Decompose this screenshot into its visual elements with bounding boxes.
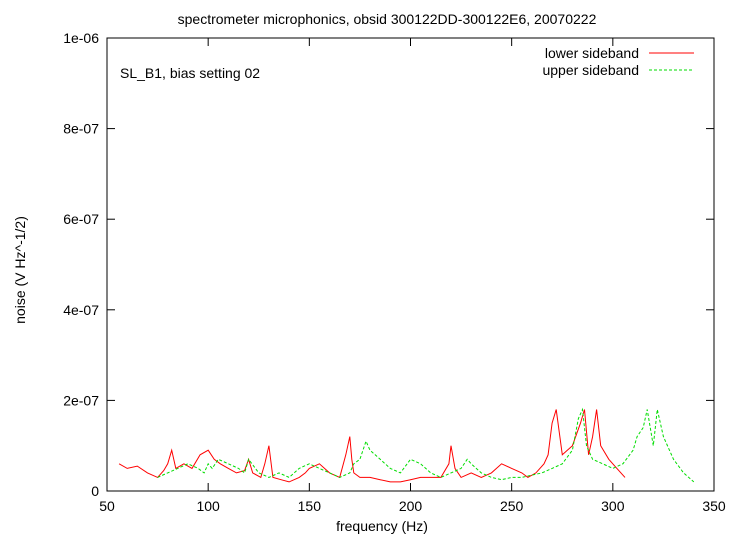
x-tick-label: 250 bbox=[500, 498, 524, 514]
plot-area bbox=[106, 37, 715, 492]
legend-label: lower sideband bbox=[545, 45, 639, 61]
y-tick-label: 8e-07 bbox=[63, 121, 99, 137]
y-tick-label: 4e-07 bbox=[63, 302, 99, 318]
series-layer bbox=[118, 407, 695, 483]
x-tick-label: 50 bbox=[99, 498, 115, 514]
x-axis-label: frequency (Hz) bbox=[336, 518, 428, 534]
series-line-lower-sideband bbox=[118, 409, 626, 483]
y-tick-label: 0 bbox=[91, 483, 99, 499]
plot-border bbox=[106, 37, 715, 492]
y-tick-label: 6e-07 bbox=[63, 211, 99, 227]
chart-title: spectrometer microphonics, obsid 300122D… bbox=[178, 11, 597, 27]
axis-ticks: 50 100 150 200 250 300 350 0 2e-07 4e-07 6e-07 8e-0… bbox=[63, 30, 726, 514]
x-tick-label: 150 bbox=[298, 498, 322, 514]
x-tick-label: 200 bbox=[399, 498, 423, 514]
x-tick-label: 300 bbox=[601, 498, 625, 514]
x-tick-label: 100 bbox=[196, 498, 220, 514]
annotation-label: SL_B1, bias setting 02 bbox=[120, 65, 260, 81]
x-tick-label: 350 bbox=[702, 498, 726, 514]
y-tick-label: 1e-06 bbox=[63, 30, 99, 46]
legend-label: upper sideband bbox=[542, 62, 639, 78]
y-tick-label: 2e-07 bbox=[63, 392, 99, 408]
series-line-upper-sideband bbox=[157, 407, 695, 483]
y-axis-label: noise (V Hz^-1/2) bbox=[12, 216, 28, 324]
